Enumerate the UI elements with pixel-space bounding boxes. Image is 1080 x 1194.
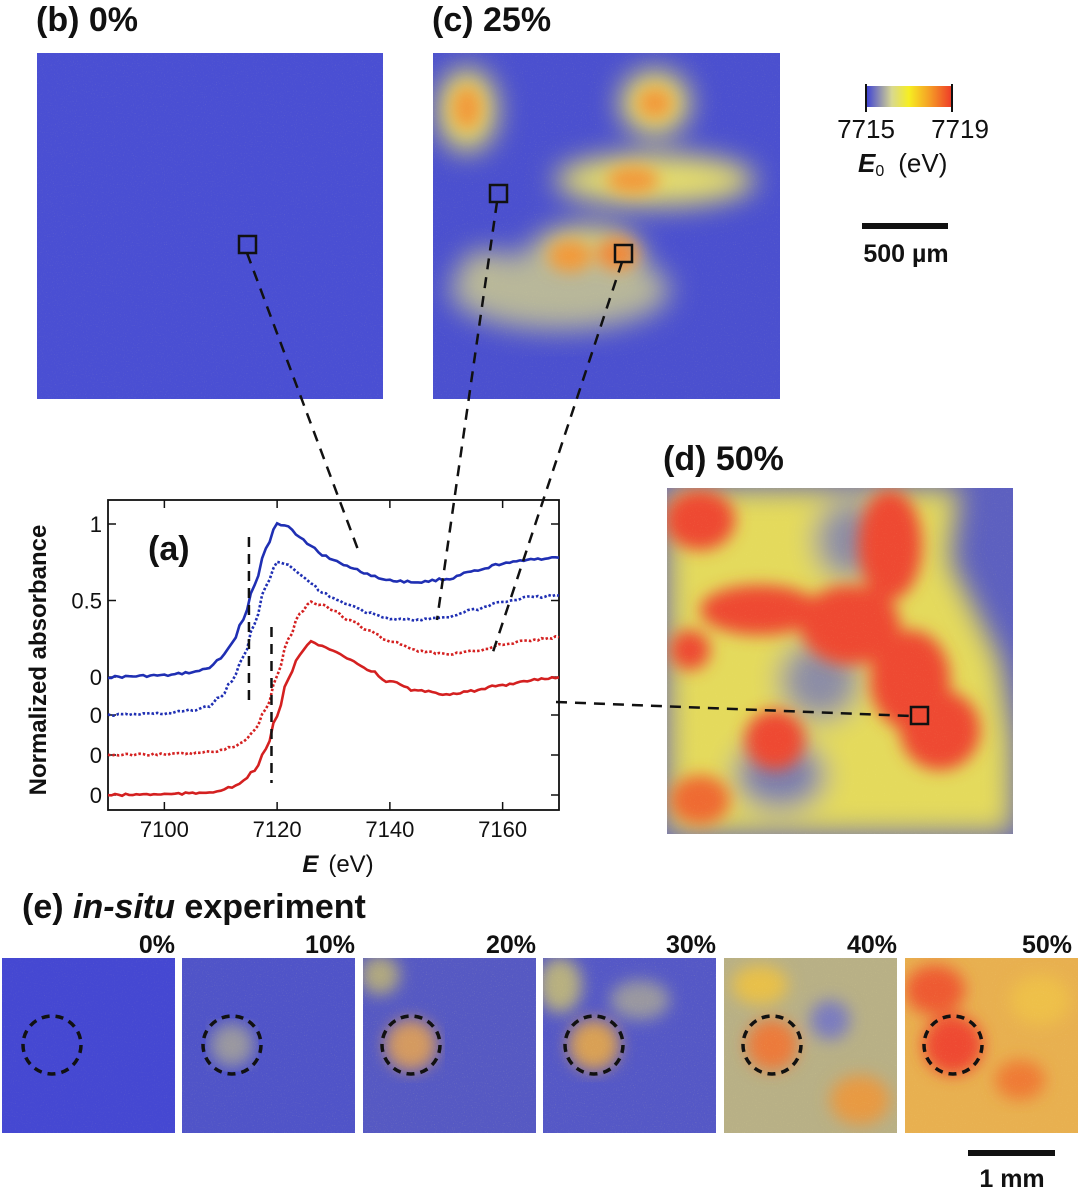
scalebar-insitu: 1 mm <box>968 1150 1055 1193</box>
connector-lines <box>245 201 912 718</box>
series-line <box>107 600 560 758</box>
insitu-panels: 0% 10% 20% 30% 40% 50% <box>2 931 1078 1133</box>
insitu-map-50 <box>905 958 1078 1133</box>
series-line <box>108 521 560 680</box>
insitu-circle-40 <box>741 1014 803 1076</box>
insitu-map-40 <box>724 958 897 1133</box>
colorbar: 7715 7719 E0 (eV) <box>837 84 989 180</box>
insitu-label-20: 20% <box>486 931 536 959</box>
scalebar-map-label: 500 µm <box>863 240 948 268</box>
x-tick-label: 7100 <box>140 817 189 842</box>
map-b <box>37 53 383 399</box>
x-tick-label: 7120 <box>253 817 302 842</box>
scalebar-map: 500 µm <box>862 223 949 268</box>
scalebar-insitu-label: 1 mm <box>979 1165 1044 1193</box>
x-tick-label: 7160 <box>478 817 527 842</box>
map-c <box>433 53 780 399</box>
y-tick-label: 0 <box>90 665 102 690</box>
y-tick-label: 0 <box>90 743 102 768</box>
insitu-map-30 <box>543 958 716 1133</box>
insitu-label-50: 50% <box>1022 931 1072 959</box>
panel-d-label: (d) 50% <box>663 440 784 478</box>
chart-ylabel: Normalized absorbance <box>25 525 52 796</box>
insitu-circle-50 <box>922 1014 984 1076</box>
insitu-label-0: 0% <box>139 931 175 959</box>
y-tick-label: 0.5 <box>71 589 102 614</box>
series-line <box>107 560 560 718</box>
insitu-label-40: 40% <box>847 931 897 959</box>
connector-b <box>245 252 362 556</box>
colorbar-max-label: 7719 <box>931 114 989 144</box>
insitu-map-10 <box>182 958 355 1133</box>
connector-c-blue <box>435 201 499 621</box>
y-tick-label: 1 <box>90 512 102 537</box>
xanes-chart: 7100 7120 7140 7160 1 0.5 0 0 0 0 (a) E (eV) Norm… <box>25 499 560 878</box>
connector-c-red <box>490 261 624 656</box>
insitu-label-30: 30% <box>666 931 716 959</box>
map-c-roi-red <box>613 243 634 264</box>
colorbar-min-label: 7715 <box>837 114 895 144</box>
chart-xlabel: E (eV) <box>302 851 373 878</box>
chart-frame <box>107 499 560 811</box>
insitu-map-20 <box>363 958 536 1133</box>
insitu-map-0 <box>2 958 175 1133</box>
insitu-circle-10 <box>201 1014 263 1076</box>
colorbar-unit-label: E0 (eV) <box>858 148 947 180</box>
y-tick-label: 0 <box>90 703 102 728</box>
insitu-label-10: 10% <box>305 931 355 959</box>
insitu-circle-30 <box>563 1014 625 1076</box>
connector-d <box>555 700 912 718</box>
panel-e-label: (e) in-situ experiment <box>22 888 366 926</box>
x-tick-label: 7140 <box>365 817 414 842</box>
series-line <box>107 639 560 798</box>
panel-b-label: (b) 0% <box>36 1 138 39</box>
y-tick-label: 0 <box>90 783 102 808</box>
panel-c-label: (c) 25% <box>432 1 551 39</box>
map-c-roi-blue <box>488 183 509 204</box>
chart-title: (a) <box>148 530 190 568</box>
map-d <box>667 488 1013 834</box>
insitu-circle-0 <box>21 1014 83 1076</box>
insitu-circle-20 <box>380 1014 442 1076</box>
map-d-roi <box>909 705 930 726</box>
